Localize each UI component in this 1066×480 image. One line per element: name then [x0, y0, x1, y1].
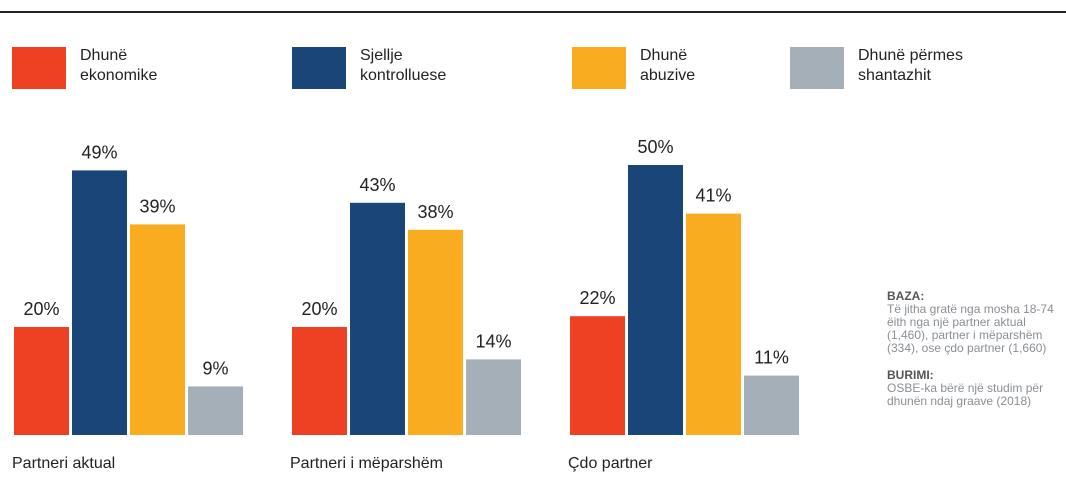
value-label: 11%	[754, 348, 789, 368]
value-label: 14%	[475, 331, 511, 351]
legend-swatch	[790, 47, 844, 89]
category-label: Çdo partner	[568, 455, 653, 472]
value-label: 50%	[637, 137, 673, 157]
legend-label: Sjellje kontrolluese	[360, 47, 447, 84]
bar	[292, 327, 347, 435]
note-text: Të jitha gratë nga mosha 18-74 ëith nga …	[887, 302, 1054, 355]
legend-label: Dhunë ekonomike	[80, 47, 158, 84]
note-text: OSBE-ka bërë një studim për dhunën ndaj …	[887, 381, 1044, 408]
legend-swatch	[12, 47, 66, 89]
bar	[744, 375, 799, 435]
category-label: Partneri i mëparshëm	[290, 455, 443, 472]
bar	[14, 327, 69, 435]
bar	[72, 170, 127, 435]
bar	[686, 213, 741, 435]
value-label: 39%	[139, 196, 175, 216]
note-heading: BURIMI:	[887, 368, 934, 382]
value-label: 43%	[359, 175, 395, 195]
bar	[628, 165, 683, 435]
bar	[466, 359, 521, 435]
bar	[350, 202, 405, 435]
legend-label: Dhunë përmes shantazhit	[858, 47, 963, 84]
bar	[130, 224, 185, 435]
bar	[570, 316, 625, 435]
bar	[408, 229, 463, 435]
notes: BAZA: Të jitha gratë nga mosha 18-74 ëith…	[887, 290, 1059, 408]
legend-swatch	[292, 47, 346, 89]
category-label: Partneri aktual	[12, 455, 115, 472]
value-label: 20%	[301, 299, 337, 319]
value-label: 20%	[23, 299, 59, 319]
legend-label: Dhunë abuzive	[640, 47, 696, 84]
legend-swatch	[572, 47, 626, 89]
value-label: 38%	[417, 202, 453, 222]
value-label: 49%	[81, 142, 117, 162]
note-heading: BAZA:	[887, 289, 925, 303]
value-label: 22%	[579, 288, 615, 308]
value-label: 9%	[202, 358, 228, 378]
value-label: 41%	[695, 186, 731, 206]
bar	[188, 386, 243, 435]
